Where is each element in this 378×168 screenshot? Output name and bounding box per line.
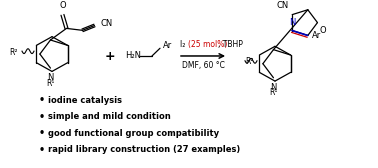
Text: simple and mild condition: simple and mild condition xyxy=(48,112,171,121)
Text: (25 mol%): (25 mol%) xyxy=(188,40,228,49)
Text: R¹: R¹ xyxy=(269,88,278,97)
Text: CN: CN xyxy=(277,1,289,10)
Text: good functional group compatibility: good functional group compatibility xyxy=(48,129,219,138)
Text: •: • xyxy=(39,112,45,122)
Text: iodine catalysis: iodine catalysis xyxy=(48,96,122,105)
Text: Ar: Ar xyxy=(312,31,321,40)
Text: N: N xyxy=(289,18,295,27)
Text: I₂: I₂ xyxy=(180,40,188,49)
Text: rapid library construction (27 examples): rapid library construction (27 examples) xyxy=(48,145,240,154)
Text: •: • xyxy=(39,128,45,138)
Text: +: + xyxy=(105,50,115,64)
Text: Ar: Ar xyxy=(163,41,172,50)
Text: R²: R² xyxy=(9,48,18,57)
Text: CN: CN xyxy=(101,19,113,28)
Text: O: O xyxy=(319,27,326,35)
Text: N: N xyxy=(270,83,277,92)
Text: O: O xyxy=(59,1,66,10)
Text: N: N xyxy=(47,73,54,82)
Text: , TBHP: , TBHP xyxy=(218,40,243,49)
Text: R¹: R¹ xyxy=(46,79,55,88)
Text: H₂N: H₂N xyxy=(125,51,141,60)
Text: R²: R² xyxy=(245,57,254,66)
Text: •: • xyxy=(39,145,45,155)
Text: DMF, 60 °C: DMF, 60 °C xyxy=(181,61,225,70)
Text: •: • xyxy=(39,95,45,105)
